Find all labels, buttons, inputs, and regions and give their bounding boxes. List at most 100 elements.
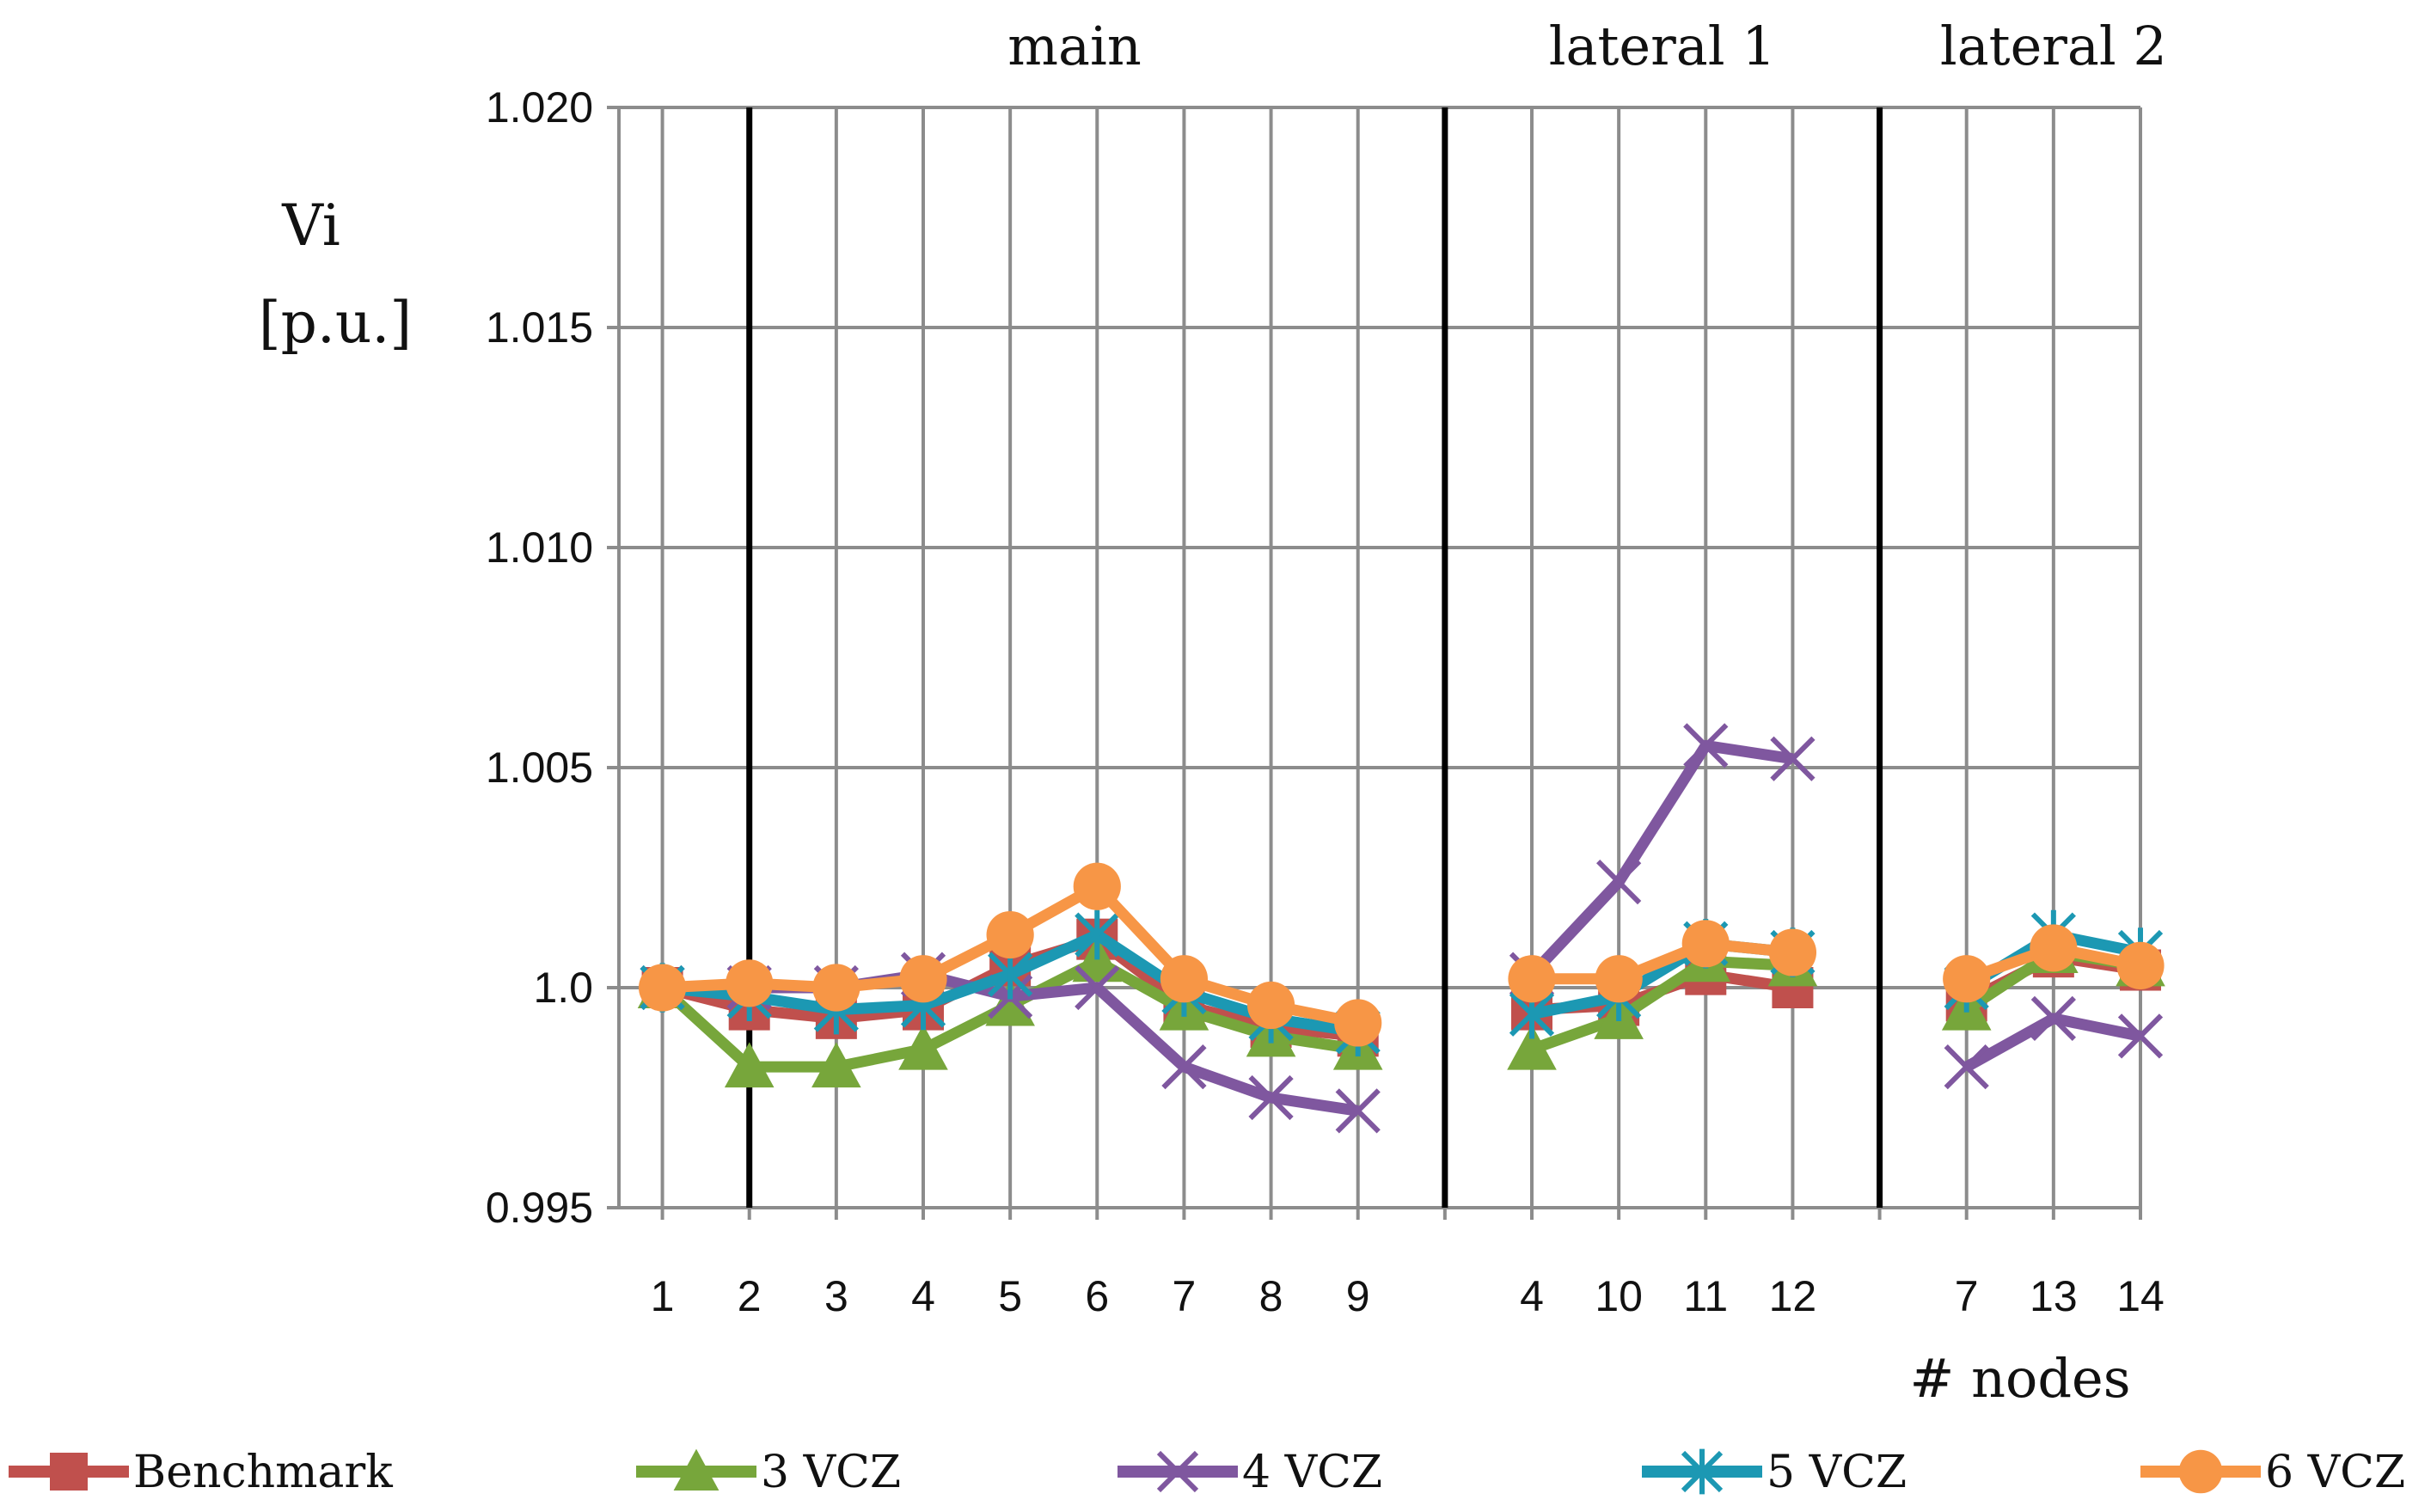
marker-shape: [1943, 955, 1991, 1003]
marker-shape: [1508, 955, 1556, 1003]
series-line: [1529, 955, 1793, 1055]
x-axis-label: # nodes: [1909, 1347, 2130, 1410]
data-point: [2117, 1013, 2164, 1059]
data-point: [638, 964, 687, 1012]
legend-marker: [2178, 1449, 2223, 1494]
section-title: main: [1007, 15, 1142, 77]
x-tick-label: 5: [998, 1272, 1022, 1320]
data-point: [1334, 999, 1382, 1047]
section-title: lateral 2: [1940, 15, 2167, 77]
series-group: [637, 723, 2165, 1134]
data-point: [1073, 862, 1121, 910]
legend-marker: [1681, 1448, 1724, 1495]
marker-shape: [726, 959, 774, 1007]
data-point: [1248, 1074, 1294, 1121]
marker-shape: [673, 1448, 720, 1491]
labels: Vi [p.u.] # nodes 0.995 1.0 1.005 1.010 1.01…: [259, 15, 2167, 1410]
marker-shape: [811, 1042, 861, 1088]
y-axis-unit: [p.u.]: [259, 290, 412, 356]
data-point: [1075, 964, 1120, 1011]
marker-shape: [1075, 964, 1120, 1011]
legend-marker: [673, 1448, 720, 1491]
marker-shape: [1246, 981, 1295, 1030]
marker-shape: [1507, 1024, 1557, 1070]
marker-shape: [1073, 862, 1121, 910]
legend-item: 5 VCZ: [1642, 1447, 1907, 1498]
y-tick-label: 1.010: [486, 523, 593, 572]
data-point: [986, 910, 1034, 959]
legend-label: 5 VCZ: [1767, 1447, 1907, 1498]
marker-shape: [812, 964, 860, 1012]
legend: Benchmark 3 VCZ 4 VCZ 5 VCZ 6 VCZ: [9, 1447, 2405, 1498]
marker-shape: [1334, 999, 1382, 1047]
legend-label: Benchmark: [133, 1447, 393, 1498]
marker-shape: [2030, 924, 2078, 972]
marker-shape: [2178, 1449, 2223, 1494]
x-tick-label: 7: [1173, 1272, 1197, 1320]
x-tick-label: 4: [911, 1272, 935, 1320]
x-tick-label: 6: [1085, 1272, 1109, 1320]
x-tick-label: 8: [1259, 1272, 1283, 1320]
x-tick-label: 12: [1769, 1272, 1817, 1320]
y-tick-label: 1.020: [486, 83, 593, 132]
series-line: [1528, 739, 1794, 979]
marker-shape: [1770, 736, 1816, 781]
x-tick-label: 1: [651, 1272, 675, 1320]
marker-shape: [1596, 859, 1642, 905]
legend-item: 4 VCZ: [1118, 1447, 1382, 1498]
marker-shape: [1683, 723, 1729, 768]
marker-shape: [1156, 1450, 1199, 1493]
data-point: [1595, 955, 1643, 1003]
series-4-vcz: [640, 723, 2164, 1134]
y-tick-label: 1.015: [486, 303, 593, 352]
data-point: [726, 959, 774, 1007]
marker-shape: [1595, 955, 1643, 1003]
x-tick-label: 13: [2030, 1272, 2078, 1320]
data-point: [811, 1042, 861, 1088]
data-point: [1161, 1044, 1207, 1090]
legend-label: 6 VCZ: [2265, 1447, 2405, 1498]
x-tick-label: 9: [1346, 1272, 1370, 1320]
marker-shape: [724, 1042, 775, 1088]
marker-shape: [1335, 1088, 1381, 1134]
y-tick-label: 1.0: [533, 964, 593, 1012]
data-point: [2116, 941, 2165, 989]
data-point: [2030, 924, 2078, 972]
marker-shape: [1161, 1044, 1207, 1090]
marker-shape: [1681, 920, 1730, 968]
data-point: [1508, 955, 1556, 1003]
data-point: [2030, 995, 2076, 1041]
y-axis-label: Vi: [281, 193, 340, 259]
x-tick-label: 3: [824, 1272, 848, 1320]
x-tick-label: 14: [2116, 1272, 2165, 1320]
x-tick-label: 4: [1520, 1272, 1544, 1320]
y-tick-label: 1.005: [486, 744, 593, 792]
marker-shape: [898, 1024, 948, 1070]
section-title: lateral 1: [1549, 15, 1776, 77]
data-point: [1681, 920, 1730, 968]
marker-shape: [2030, 995, 2076, 1041]
data-point: [1683, 723, 1729, 768]
data-point: [1596, 859, 1642, 905]
x-tick-label: 2: [738, 1272, 762, 1320]
marker-shape: [1768, 928, 1817, 976]
marker-shape: [2116, 941, 2165, 989]
data-point: [1944, 1044, 1989, 1090]
data-point: [1943, 955, 1991, 1003]
marker-shape: [1248, 1074, 1294, 1121]
legend-item: 3 VCZ: [636, 1447, 901, 1498]
legend-label: 4 VCZ: [1242, 1447, 1382, 1498]
marker-shape: [1160, 955, 1209, 1003]
x-tick-label: 10: [1595, 1272, 1643, 1320]
marker-shape: [50, 1453, 88, 1491]
legend-item: Benchmark: [9, 1447, 393, 1498]
data-point: [1768, 928, 1817, 976]
marker-shape: [638, 964, 687, 1012]
data-point: [724, 1042, 775, 1088]
legend-label: 3 VCZ: [761, 1447, 901, 1498]
series-6-vcz: [638, 862, 2165, 1047]
data-point: [812, 964, 860, 1012]
legend-item: 6 VCZ: [2140, 1447, 2405, 1498]
legend-marker: [50, 1453, 88, 1491]
marker-shape: [1944, 1044, 1989, 1090]
